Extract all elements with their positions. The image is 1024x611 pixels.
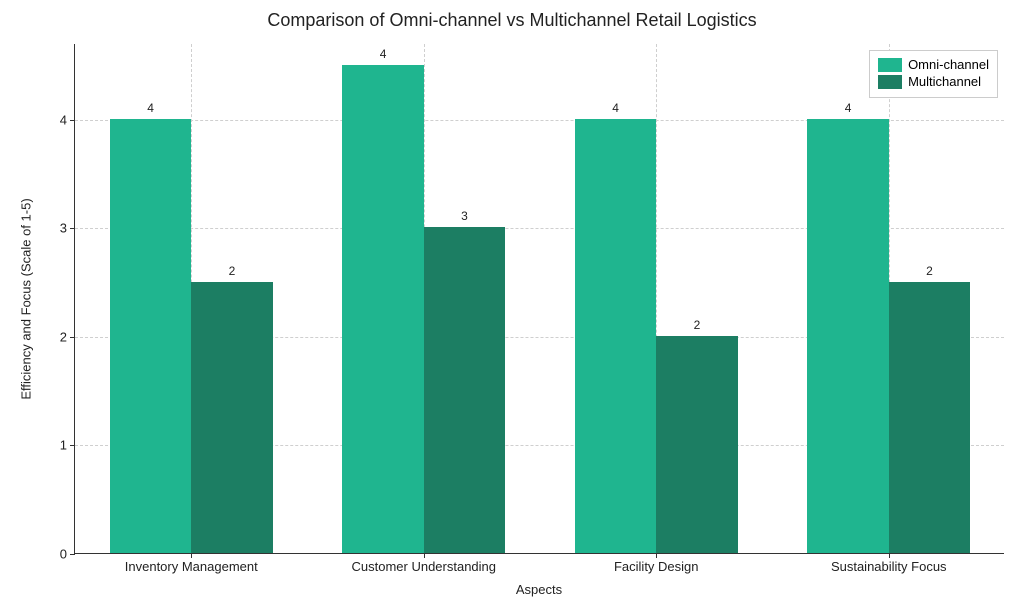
x-tick-label: Facility Design bbox=[614, 553, 699, 574]
x-tick-label: Inventory Management bbox=[125, 553, 258, 574]
legend: Omni-channelMultichannel bbox=[869, 50, 998, 98]
legend-swatch bbox=[878, 58, 902, 72]
plot-area: 0123442Inventory Management43Customer Un… bbox=[74, 44, 1004, 554]
y-tick-label: 1 bbox=[60, 438, 75, 453]
bar bbox=[656, 336, 737, 553]
bar-value-label: 2 bbox=[926, 264, 933, 278]
bar bbox=[424, 227, 505, 553]
bar-value-label: 4 bbox=[612, 101, 619, 115]
legend-row: Omni-channel bbox=[878, 57, 989, 74]
bar-value-label: 4 bbox=[845, 101, 852, 115]
y-tick-label: 2 bbox=[60, 329, 75, 344]
x-tick-label: Sustainability Focus bbox=[831, 553, 947, 574]
bar bbox=[110, 119, 191, 553]
legend-text: Omni-channel bbox=[908, 57, 989, 74]
bar-value-label: 2 bbox=[229, 264, 236, 278]
bar bbox=[342, 65, 423, 553]
y-tick-label: 3 bbox=[60, 221, 75, 236]
x-axis-label: Aspects bbox=[516, 582, 562, 597]
bar-value-label: 4 bbox=[147, 101, 154, 115]
bar-value-label: 2 bbox=[694, 318, 701, 332]
bar bbox=[575, 119, 656, 553]
bar-value-label: 4 bbox=[380, 47, 387, 61]
bar bbox=[889, 282, 970, 553]
bar bbox=[191, 282, 272, 553]
bar bbox=[807, 119, 888, 553]
y-axis-label: Efficiency and Focus (Scale of 1-5) bbox=[19, 198, 34, 399]
chart-container: Comparison of Omni-channel vs Multichann… bbox=[0, 0, 1024, 611]
bar-value-label: 3 bbox=[461, 209, 468, 223]
legend-row: Multichannel bbox=[878, 74, 989, 91]
legend-text: Multichannel bbox=[908, 74, 981, 91]
y-tick-label: 4 bbox=[60, 112, 75, 127]
legend-swatch bbox=[878, 75, 902, 89]
x-tick-label: Customer Understanding bbox=[351, 553, 496, 574]
chart-title: Comparison of Omni-channel vs Multichann… bbox=[0, 10, 1024, 31]
y-tick-label: 0 bbox=[60, 547, 75, 562]
